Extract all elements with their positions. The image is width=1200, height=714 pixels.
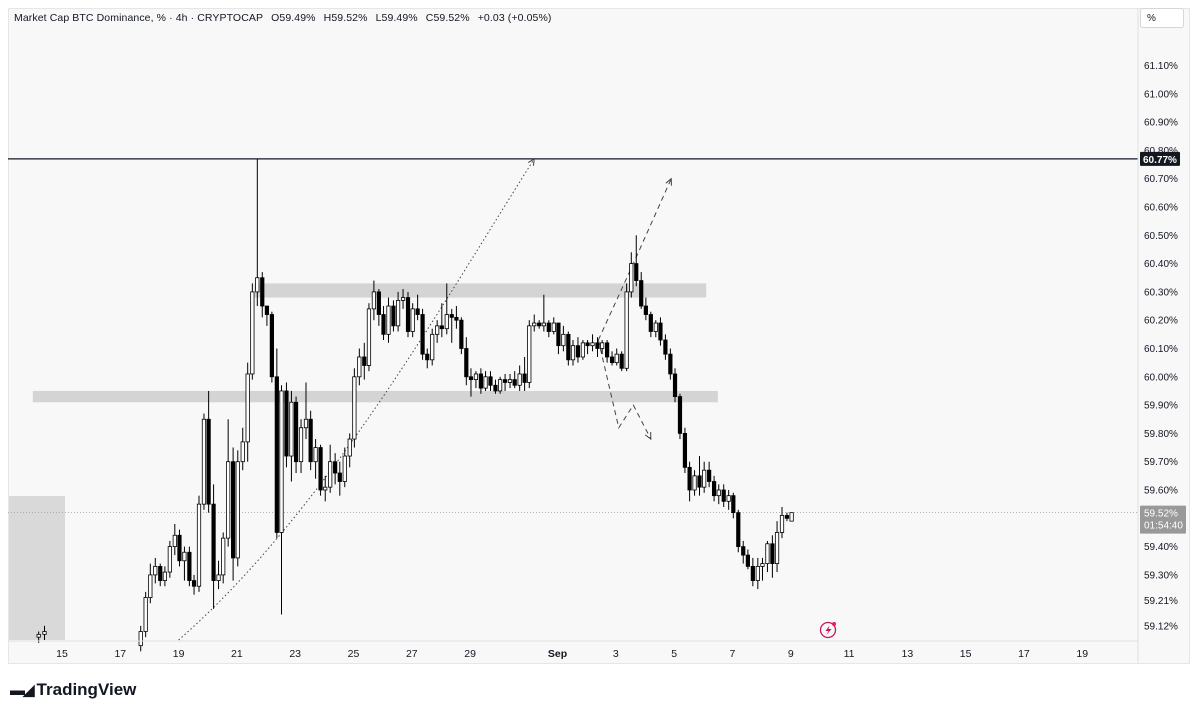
tradingview-logo[interactable]: ▬◢ TradingView [10, 680, 136, 700]
chart-panel[interactable] [8, 8, 1190, 664]
legend-low: L59.49% [375, 12, 418, 24]
legend-high: H59.52% [323, 12, 368, 24]
legend-open: O59.49% [271, 12, 316, 24]
tradingview-mark-icon: ▬◢ [10, 682, 35, 699]
brand-name: TradingView [36, 680, 137, 699]
symbol-legend: Market Cap BTC Dominance, % · 4h · CRYPT… [14, 12, 557, 24]
legend-change: +0.03 (+0.05%) [477, 12, 552, 24]
legend-symbol[interactable]: Market Cap BTC Dominance, % · 4h · CRYPT… [14, 12, 264, 24]
legend-close: C59.52% [425, 12, 470, 24]
percent-scale-button[interactable]: % [1140, 8, 1184, 28]
